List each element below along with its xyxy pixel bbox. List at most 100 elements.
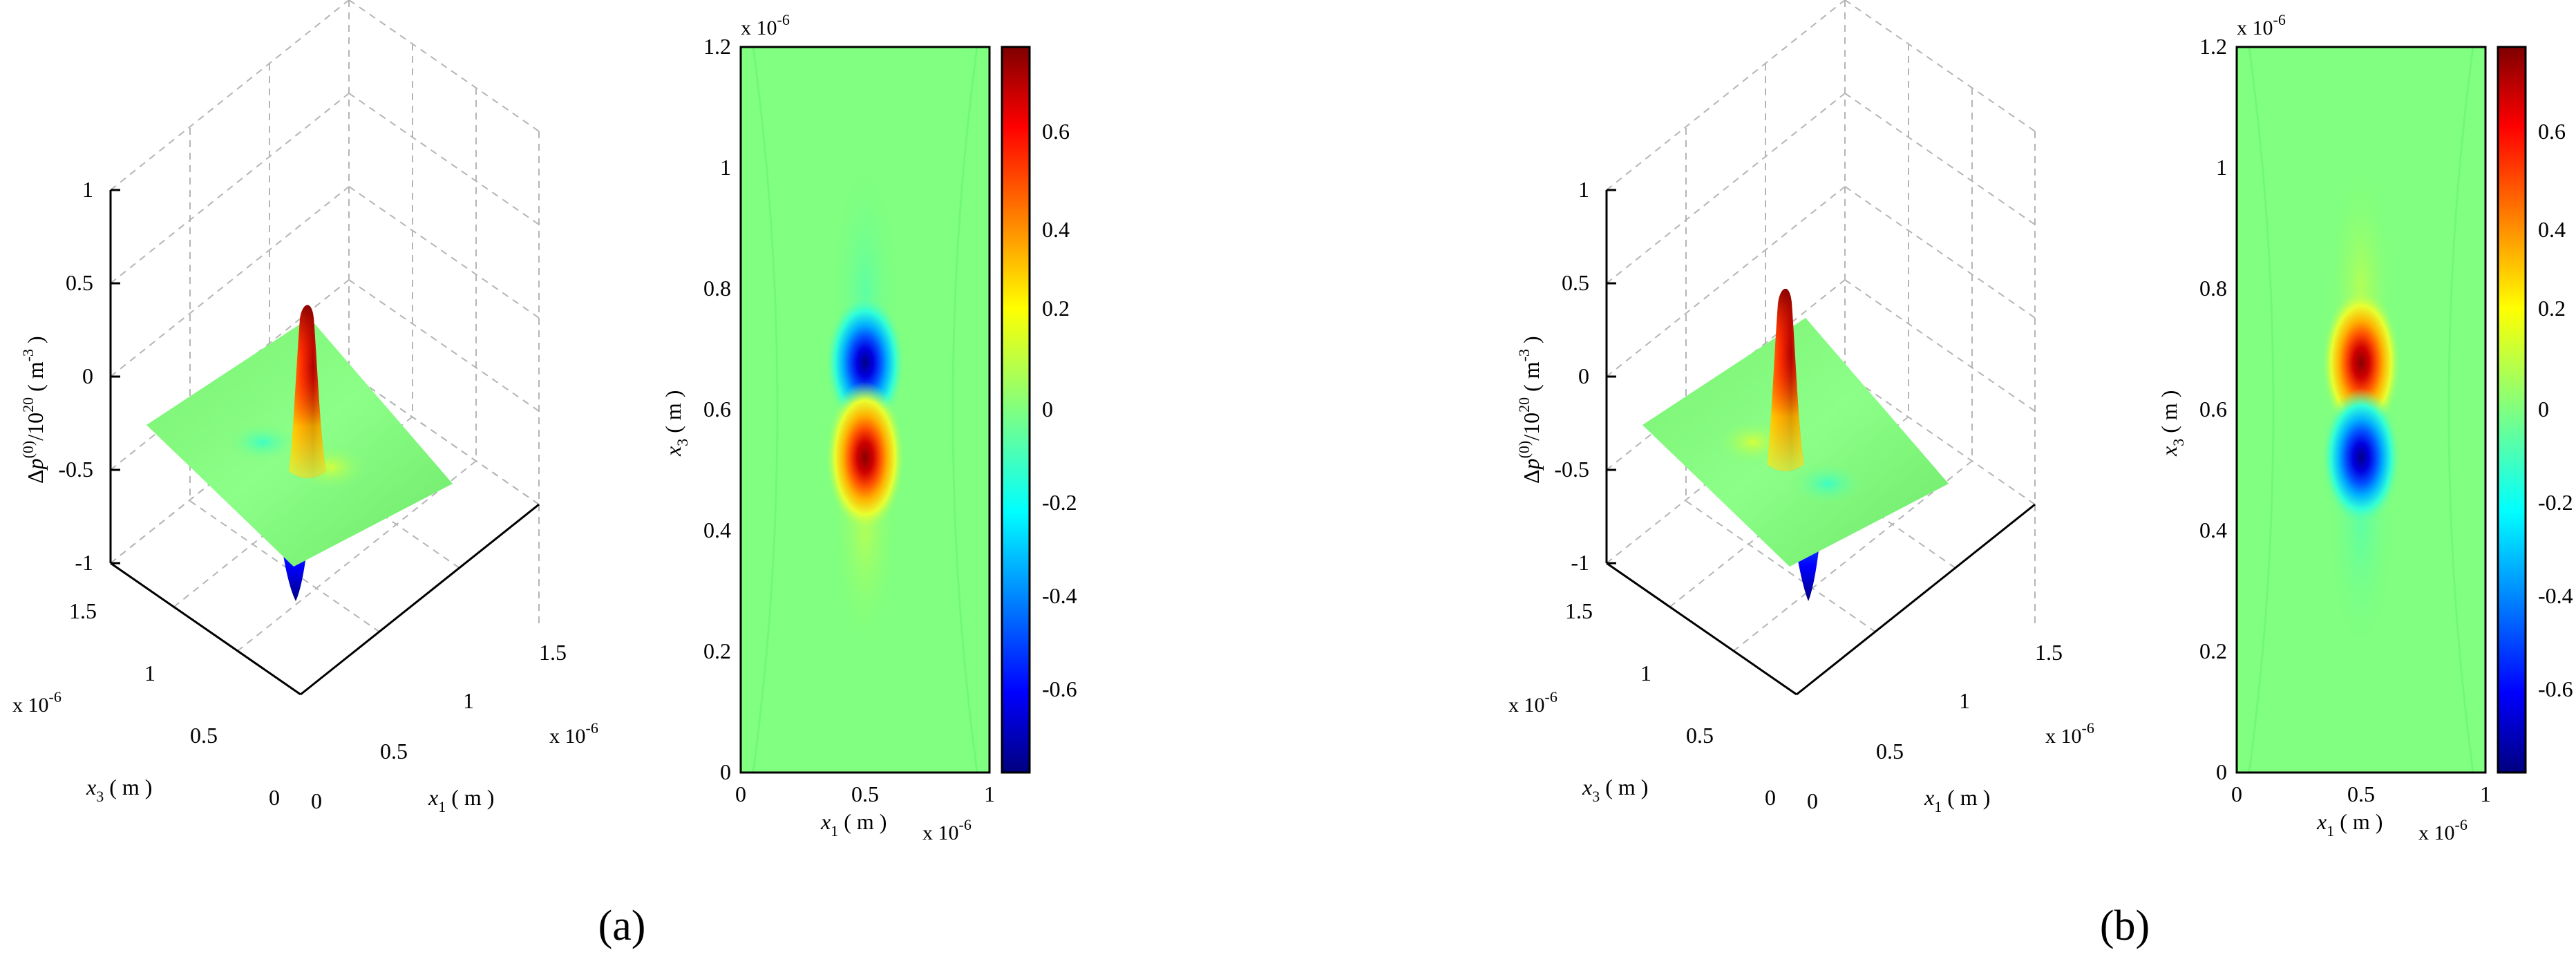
z-axis-label: Δp(0)/1020 ( m-3 ) bbox=[1515, 336, 1544, 484]
y-tick-label: 1 bbox=[2216, 155, 2227, 180]
colorbar-tick-label: 0.2 bbox=[2538, 296, 2566, 321]
x1-axis-label: x1 ( m ) bbox=[1924, 785, 1990, 815]
grid-line bbox=[110, 93, 350, 284]
grid-line bbox=[1844, 0, 2036, 132]
x3-exponent: x 10-6 bbox=[12, 688, 61, 717]
y-tick-label: 0.2 bbox=[2199, 638, 2227, 663]
colorbar-tick-label: 0.6 bbox=[1042, 119, 1070, 144]
contour-plot-b: 0 0.2 0.4 0.6 0.8 1 1.2 x 10-6 x3 ( m ) … bbox=[2157, 11, 2573, 844]
x1-axis bbox=[1796, 503, 2036, 696]
z-tick-label: 1 bbox=[82, 177, 93, 202]
x1-axis-label: x1 ( m ) bbox=[428, 785, 494, 815]
z-label-superscript: (0) bbox=[19, 441, 37, 459]
surface-plot-a: 1 0.5 0 -0.5 -1 Δp(0)/1020 ( m-3 ) 0 0.5… bbox=[12, 0, 598, 815]
colorbar-tick-label: -0.2 bbox=[1042, 490, 1077, 515]
x3-axis bbox=[110, 562, 301, 696]
x-exponent: x 10-6 bbox=[922, 816, 972, 844]
grid-line bbox=[110, 0, 350, 191]
y-axis-label: x3 ( m ) bbox=[2157, 390, 2187, 457]
x1-tick-label: 1.5 bbox=[539, 640, 567, 665]
contour-positive-peak bbox=[825, 381, 905, 533]
z-label-exponent: 20 bbox=[19, 397, 37, 413]
panel-a: 1 0.5 0 -0.5 -1 Δp(0)/1020 ( m-3 ) 0 0.5… bbox=[12, 0, 1077, 949]
grid-line bbox=[1844, 93, 2036, 225]
y-tick-label: 0.4 bbox=[703, 518, 731, 542]
colorbar-tick-label: -0.4 bbox=[1042, 583, 1077, 608]
y-exponent: x 10-6 bbox=[2237, 11, 2286, 39]
z-tick-label: -1 bbox=[75, 550, 93, 575]
grid-line bbox=[348, 93, 540, 225]
z-axis-label: Δp(0)/1020 ( m-3 ) bbox=[19, 336, 48, 484]
x1-tick-label: 0 bbox=[1807, 788, 1818, 813]
z-label-unit-exponent: -3 bbox=[19, 349, 37, 361]
contour-line bbox=[752, 46, 779, 773]
contour-frame bbox=[739, 46, 991, 774]
z-label-delta: Δ bbox=[1519, 469, 1544, 484]
x-tick-label: 0.5 bbox=[2347, 782, 2375, 806]
x1-exponent: x 10-6 bbox=[2045, 719, 2094, 748]
y-tick-label: 1.2 bbox=[2199, 34, 2227, 59]
z-label-close: ) bbox=[1519, 336, 1544, 349]
y-tick-label: 0 bbox=[2216, 759, 2227, 784]
z-tick-label: 0 bbox=[82, 363, 93, 388]
x1-tick-label: 0 bbox=[311, 788, 322, 813]
grid-line bbox=[1685, 500, 1877, 633]
y-tick-label: 0 bbox=[720, 759, 731, 784]
grid-line bbox=[1606, 0, 1846, 191]
colorbar-tick-label: -0.4 bbox=[2538, 583, 2573, 608]
colorbar-tick-label: 0.4 bbox=[1042, 217, 1070, 242]
grid-line bbox=[348, 0, 540, 132]
x3-axis-label: x3 ( m ) bbox=[1582, 775, 1648, 805]
y-tick-label: 0.2 bbox=[703, 638, 731, 663]
x3-tick-label: 0 bbox=[269, 785, 280, 810]
grid-line bbox=[348, 279, 540, 412]
contour-plot-a: 0 0.2 0.4 0.6 0.8 1 1.2 x 10-6 x3 ( m ) … bbox=[661, 11, 1077, 844]
colorbar bbox=[1001, 46, 1031, 774]
grid-line bbox=[348, 372, 540, 505]
surface-cyan-dip bbox=[1790, 462, 1866, 506]
z-tick-label: 0 bbox=[1578, 363, 1589, 388]
surface-cyan-dip bbox=[227, 423, 299, 462]
y-tick-label: 0.8 bbox=[2199, 276, 2227, 301]
grid-line bbox=[1844, 186, 2036, 319]
x1-tick-label: 1.5 bbox=[2035, 640, 2063, 665]
contour-negative-peak bbox=[2321, 388, 2401, 527]
colorbar-tick-label: 0 bbox=[2538, 397, 2549, 422]
y-tick-label: 1.2 bbox=[703, 34, 731, 59]
y-axis-label: x3 ( m ) bbox=[661, 390, 691, 457]
positive-peak-shading bbox=[289, 305, 326, 478]
colorbar bbox=[2497, 46, 2527, 774]
grid-line bbox=[1844, 279, 2036, 412]
grid-line bbox=[1606, 93, 1846, 284]
x1-tick-label: 0.5 bbox=[380, 739, 408, 764]
z-label-exponent: 20 bbox=[1515, 397, 1533, 413]
z-label-superscript: (0) bbox=[1515, 441, 1533, 459]
z-label-close: ) bbox=[23, 336, 48, 349]
x-tick-label: 0 bbox=[2231, 782, 2242, 806]
panel-caption: (a) bbox=[598, 902, 646, 949]
colorbar-tick-label: 0 bbox=[1042, 397, 1053, 422]
x3-tick-label: 0.5 bbox=[190, 723, 218, 748]
z-label-delta: Δ bbox=[23, 469, 48, 484]
z-label-symbol: p bbox=[1519, 458, 1544, 471]
contour-line bbox=[951, 46, 978, 773]
colorbar-tick-label: 0.4 bbox=[2538, 217, 2566, 242]
contour-line bbox=[2248, 46, 2275, 773]
x3-tick-label: 0.5 bbox=[1686, 723, 1714, 748]
z-label-unit: ( m bbox=[1519, 361, 1544, 397]
x-axis-label: x1 ( m ) bbox=[2316, 809, 2383, 840]
panel-caption: (b) bbox=[2100, 902, 2150, 949]
z-tick-label: -1 bbox=[1571, 550, 1589, 575]
x-axis-label: x1 ( m ) bbox=[820, 809, 887, 840]
colorbar-tick-label: 0.6 bbox=[2538, 119, 2566, 144]
x1-tick-label: 1 bbox=[1959, 688, 1970, 713]
x3-axis bbox=[1606, 562, 1797, 696]
contour-line bbox=[2447, 46, 2474, 773]
grid-line bbox=[348, 186, 540, 319]
x-tick-label: 0 bbox=[735, 782, 746, 806]
panel-b: 1 0.5 0 -0.5 -1 Δp(0)/1020 ( m-3 ) 0 0.5… bbox=[1508, 0, 2573, 949]
z-tick-label: -0.5 bbox=[58, 457, 93, 482]
y-tick-label: 0.6 bbox=[2199, 397, 2227, 422]
x1-tick-label: 0.5 bbox=[1876, 739, 1904, 764]
z-tick-label: -0.5 bbox=[1554, 457, 1589, 482]
